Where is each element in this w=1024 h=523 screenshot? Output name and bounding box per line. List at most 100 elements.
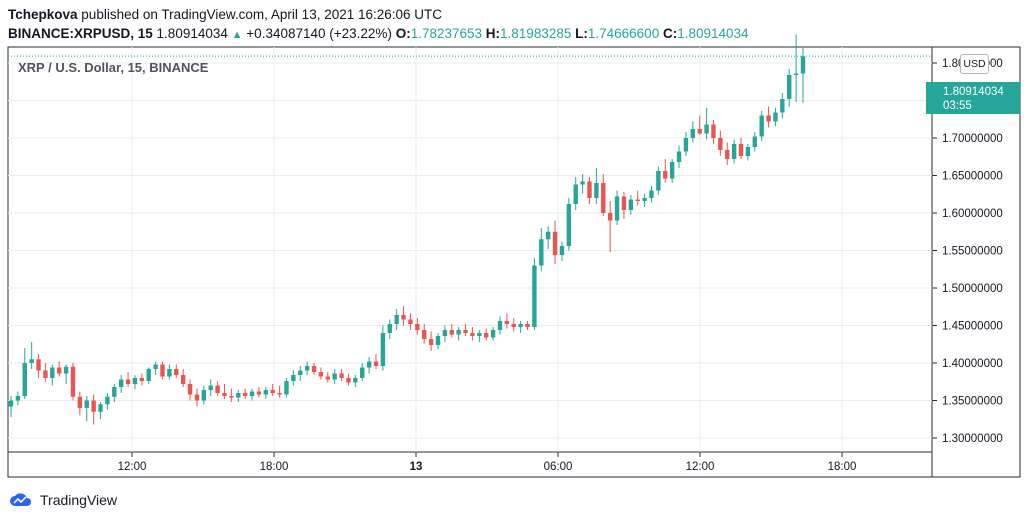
candle-body xyxy=(545,231,551,240)
candle-body xyxy=(580,181,585,185)
low-label: L: xyxy=(575,26,588,41)
candle-body xyxy=(208,385,213,390)
currency-badge[interactable]: USD xyxy=(960,54,989,74)
candle xyxy=(490,327,496,341)
x-tick-label: 06:00 xyxy=(544,461,573,473)
candle xyxy=(304,361,310,375)
candle-body xyxy=(105,396,110,405)
candle xyxy=(766,106,771,128)
candle xyxy=(256,387,262,398)
candle xyxy=(146,367,151,384)
candle xyxy=(587,177,592,204)
candle-body xyxy=(656,171,661,191)
candle xyxy=(408,313,413,330)
candle xyxy=(787,69,792,107)
last-price: 1.80914034 xyxy=(156,26,228,41)
candle xyxy=(201,385,207,405)
candle xyxy=(573,177,578,210)
candle xyxy=(628,195,634,215)
candle xyxy=(456,327,461,341)
candle-body xyxy=(174,369,179,375)
author-name[interactable]: Tchepkova xyxy=(8,7,78,22)
y-tick-label: 1.65000000 xyxy=(942,171,1003,183)
candle-body xyxy=(63,366,69,374)
candle-body xyxy=(573,184,578,204)
candle xyxy=(132,375,138,390)
candle xyxy=(497,316,503,335)
candle-body xyxy=(125,379,131,384)
candle xyxy=(70,363,76,401)
x-tick-label: 12:00 xyxy=(118,461,147,473)
candle-body xyxy=(339,373,344,378)
candle xyxy=(63,364,69,384)
high-value: 1.81983285 xyxy=(500,26,572,41)
price-axis: 1.30000000 1.35000000 1.40000000 1.45000000… xyxy=(932,58,1003,445)
publish-line: Tchepkova published on TradingView.com, … xyxy=(8,5,749,24)
candle xyxy=(353,375,358,387)
chart-title: XRP / U.S. Dollar, 15, BINANCE xyxy=(18,60,209,75)
candle xyxy=(449,324,454,338)
candle-body xyxy=(428,339,434,345)
candle-body xyxy=(77,396,83,408)
grid-lines xyxy=(8,47,932,452)
candle-body xyxy=(408,319,413,324)
candles xyxy=(8,34,806,425)
candle-body xyxy=(484,333,489,338)
candle-body xyxy=(731,144,737,159)
candle-body xyxy=(511,324,516,327)
candle-body xyxy=(642,198,647,201)
candle xyxy=(580,174,585,194)
candle xyxy=(249,388,255,401)
candle xyxy=(607,201,613,252)
candle xyxy=(663,159,668,183)
brand-name[interactable]: TradingView xyxy=(40,492,118,508)
candle-body xyxy=(29,359,34,363)
last-price-tag xyxy=(926,82,1020,114)
candle-body xyxy=(559,246,565,255)
candle-body xyxy=(745,147,751,156)
candle-body xyxy=(697,129,702,134)
price-chart[interactable]: 1.30000000 1.35000000 1.40000000 1.45000000… xyxy=(0,0,1024,490)
candle-body xyxy=(800,56,806,74)
candle xyxy=(366,357,372,374)
candle-body xyxy=(676,151,682,162)
candle xyxy=(346,373,351,386)
candle xyxy=(642,193,647,207)
candle xyxy=(518,321,523,333)
candle-body xyxy=(422,330,427,339)
candle xyxy=(484,328,489,341)
chart-frame xyxy=(7,46,1021,478)
candle-body xyxy=(298,370,303,375)
candle-body xyxy=(663,171,668,179)
candle-body xyxy=(366,361,372,368)
candle-body xyxy=(725,150,730,159)
candle-body xyxy=(263,390,269,395)
candle-body xyxy=(84,400,89,408)
candle-body xyxy=(552,231,558,255)
candle xyxy=(504,313,510,329)
candle xyxy=(704,108,709,140)
candle xyxy=(745,144,751,161)
candle xyxy=(793,34,799,102)
candle xyxy=(697,115,702,135)
candle-body xyxy=(587,181,592,198)
candle-body xyxy=(759,115,764,137)
candle-body xyxy=(490,330,496,338)
candle-body xyxy=(442,330,448,336)
x-tick-label: 18:00 xyxy=(828,461,857,473)
candle-body xyxy=(229,396,234,398)
candle xyxy=(731,139,737,164)
candle-body xyxy=(242,393,248,396)
candle xyxy=(532,258,537,330)
candle xyxy=(187,379,193,401)
high-label: H: xyxy=(485,26,501,41)
footer: TradingView xyxy=(8,492,117,508)
candle-body xyxy=(504,321,510,324)
candle xyxy=(559,241,565,261)
candle xyxy=(614,190,620,225)
candle xyxy=(656,166,661,195)
candle xyxy=(277,385,282,398)
candle-body xyxy=(36,359,41,371)
candle xyxy=(222,384,227,399)
candle-body xyxy=(380,333,386,366)
